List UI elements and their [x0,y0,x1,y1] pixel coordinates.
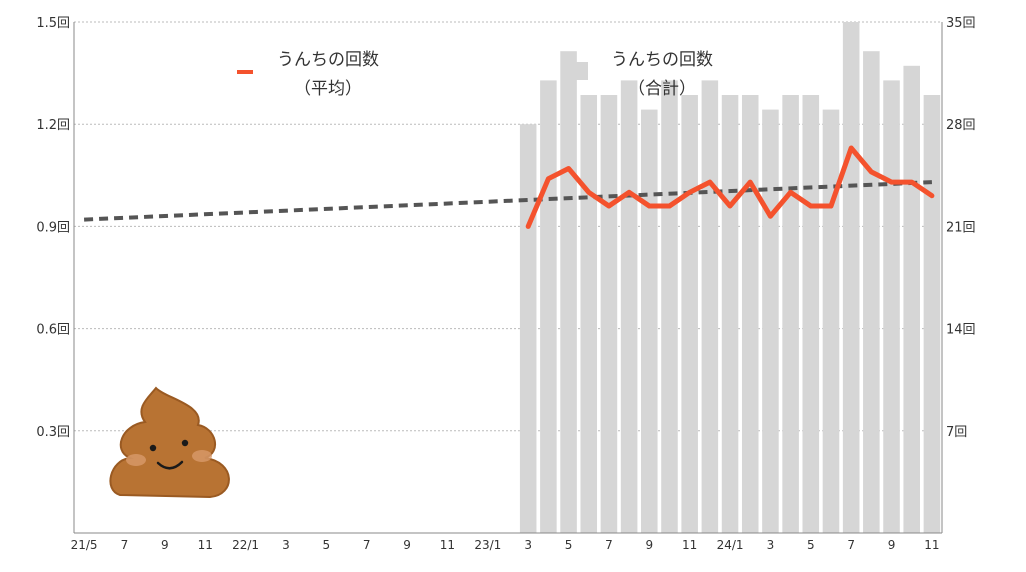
right-tick-label: 35回 [946,16,976,31]
line-series [525,145,935,229]
trendline [84,180,932,222]
x-tick-label: 11 [924,538,939,552]
x-axis-ticks: 21/5 7 9 11 22/1 3 5 7 9 11 23/1 3 5 7 9 11 24/1 3 5 7 9 11 [71,538,940,552]
bar [923,95,941,533]
x-tick-label: 9 [161,538,169,552]
bar [741,95,759,533]
poop-mascot-icon [109,386,230,499]
legend-total: うんちの回数 （合計） [571,50,713,99]
x-tick-label: 11 [682,538,697,552]
x-tick-label: 9 [645,538,653,552]
trendline-dashes [84,180,932,222]
left-tick-label: 0.9回 [36,220,70,235]
right-tick-label: 14回 [946,323,976,338]
x-tick-label: 7 [363,538,371,552]
bar [540,80,557,534]
legend-average: うんちの回数 （平均） [237,50,379,99]
right-tick-label: 7回 [946,425,967,440]
bar [721,95,739,533]
bar-series [519,22,941,534]
bar [903,65,920,534]
bar [701,80,719,534]
grid-lines [74,21,942,432]
x-tick-label: 9 [403,538,411,552]
average-line [525,145,935,229]
bar [580,95,598,533]
bar [560,51,577,533]
bar [842,22,860,533]
legend-average-label-2: （平均） [294,79,362,99]
left-axis-ticks: 0.3回 0.6回 0.9回 1.2回 1.5回 [36,16,70,440]
legend-total-swatch [571,62,588,80]
x-tick-label: 3 [282,538,290,552]
legend-average-label-1: うんちの回数 [277,50,379,70]
x-tick-label: 5 [565,538,573,552]
x-tick-label: 11 [198,538,213,552]
x-tick-label: 7 [605,538,613,552]
right-tick-label: 28回 [946,118,976,133]
bar [802,95,820,533]
bar [863,51,880,533]
legend-total-label-2: （合計） [628,79,696,99]
bar [681,95,698,533]
x-tick-label: 7 [847,538,855,552]
bar [782,95,799,533]
right-axis-ticks: 7回 14回 21回 28回 35回 [946,16,976,440]
x-tick-label: 21/5 [71,538,98,552]
x-tick-label: 7 [121,538,129,552]
bar [762,109,779,533]
left-tick-label: 0.3回 [36,425,70,440]
left-tick-label: 1.5回 [36,16,70,31]
x-tick-label: 23/1 [474,538,501,552]
bar [822,109,840,533]
right-tick-label: 21回 [946,220,976,235]
bar [883,80,900,534]
x-tick-label: 11 [440,538,455,552]
x-tick-label: 3 [767,538,775,552]
axes [73,22,943,534]
bar [600,95,618,533]
x-tick-label: 9 [888,538,896,552]
bar [620,80,638,534]
x-tick-label: 22/1 [232,538,259,552]
bar [661,80,678,534]
left-tick-label: 1.2回 [36,118,70,133]
bar [519,124,537,533]
x-tick-label: 5 [807,538,815,552]
left-tick-label: 0.6回 [36,323,70,338]
legend-total-label-1: うんちの回数 [611,50,713,70]
x-tick-label: 5 [323,538,331,552]
x-tick-label: 3 [524,538,532,552]
x-tick-label: 24/1 [717,538,744,552]
bar [641,109,658,533]
legend-average-swatch [237,70,253,74]
